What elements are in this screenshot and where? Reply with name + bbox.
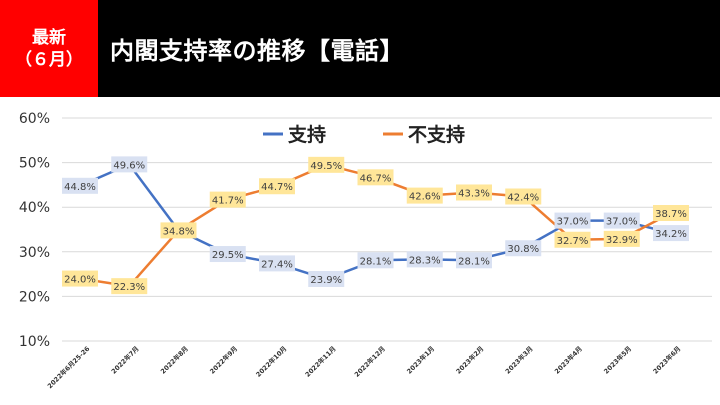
support-data-label: 44.8% (64, 182, 96, 193)
legend-nonsupport-label: 不支持 (408, 123, 465, 146)
nonsupport-label-box (62, 270, 98, 287)
x-tick-label: 2022年8月 (158, 344, 190, 376)
nonsupport-data-label: 41.7% (212, 196, 244, 207)
nonsupport-data-label: 24.0% (64, 275, 96, 286)
support-label-box (603, 212, 640, 229)
support-label-box (357, 252, 394, 269)
x-tick-label: 2023年3月 (503, 344, 535, 376)
nonsupport-data-label: 42.6% (409, 192, 441, 203)
nonsupport-data-label: 32.7% (557, 236, 589, 247)
x-tick-label: 2023年1月 (405, 344, 437, 376)
nonsupport-label-box (406, 187, 443, 204)
nonsupport-data-label: 49.5% (310, 161, 342, 172)
support-label-box (62, 177, 98, 194)
support-data-label: 29.5% (212, 250, 244, 261)
x-tick-label: 2022年11月 (303, 344, 338, 379)
y-tick-label: 20% (19, 289, 50, 305)
badge-line1: 最新 (32, 27, 66, 48)
x-tick-label: 2022年12月 (352, 344, 387, 379)
support-data-label: 28.1% (360, 256, 392, 267)
nonsupport-label-box (603, 230, 640, 247)
nonsupport-label-box (308, 156, 345, 173)
nonsupport-data-label: 43.3% (458, 188, 490, 199)
nonsupport-data-label: 46.7% (360, 173, 392, 184)
nonsupport-label-box (209, 191, 246, 208)
line-chart: 10% 20% 30% 40% 50% 60% 2022年6月25-26 2022年7月 202… (19, 111, 712, 391)
header-bar: 最新 （６月） 内閣支持率の推移【電話】 (0, 0, 720, 97)
support-data-label: 28.3% (409, 255, 441, 266)
x-tick-label: 2023年4月 (552, 344, 584, 376)
nonsupport-data-label: 44.7% (261, 182, 293, 193)
x-tick-label: 2022年6月25-26 (45, 344, 92, 391)
y-tick-label: 10% (19, 334, 50, 350)
x-tick-label: 2023年2月 (454, 344, 486, 376)
support-data-label: 37.0% (557, 217, 589, 228)
nonsupport-label-box (111, 278, 148, 295)
support-data-label: 37.0% (606, 217, 638, 228)
x-tick-label: 2023年5月 (602, 344, 634, 376)
support-label-box (259, 255, 295, 272)
x-tick-label: 2022年9月 (208, 344, 240, 376)
nonsupport-label-box (554, 231, 591, 248)
x-tick-label: 2022年7月 (109, 344, 141, 376)
y-tick-label: 50% (19, 156, 50, 172)
nonsupport-data-label: 42.4% (507, 192, 539, 203)
nonsupport-data-label: 22.3% (113, 282, 145, 293)
legend-support-label: 支持 (287, 123, 326, 146)
nonsupport-data-label: 34.8% (163, 226, 195, 237)
support-data-label: 34.2% (655, 229, 687, 240)
y-tick-label: 30% (19, 245, 50, 261)
nonsupport-label-box (160, 222, 197, 239)
nonsupport-label-box (259, 178, 295, 195)
nonsupport-data-label: 32.9% (606, 235, 638, 246)
x-tick-label: 2023年6月 (651, 344, 683, 376)
support-label-box (406, 251, 443, 268)
support-label-box (308, 271, 345, 288)
y-tick-label: 60% (19, 111, 50, 127)
nonsupport-data-label: 38.7% (655, 209, 687, 220)
nonsupport-label-box (653, 204, 689, 221)
support-label-box (111, 156, 148, 173)
support-label-box (456, 252, 492, 269)
y-tick-label: 40% (19, 200, 50, 216)
support-label-box (554, 212, 591, 229)
nonsupport-label-box (456, 184, 492, 201)
badge-line2: （６月） (15, 49, 83, 70)
latest-badge: 最新 （６月） (0, 0, 98, 97)
support-label-box (505, 240, 542, 257)
support-data-label: 28.1% (458, 256, 490, 267)
support-label-box (653, 225, 689, 242)
support-data-label: 23.9% (310, 275, 342, 286)
support-data-label: 49.6% (113, 160, 145, 171)
nonsupport-label-box (505, 188, 542, 205)
support-data-label: 30.8% (507, 244, 539, 255)
page-title: 内閣支持率の推移【電話】 (110, 37, 404, 65)
x-tick-label: 2022年10月 (254, 344, 289, 379)
nonsupport-label-box (357, 169, 394, 186)
support-data-label: 27.4% (261, 259, 293, 270)
support-label-box (209, 246, 246, 263)
